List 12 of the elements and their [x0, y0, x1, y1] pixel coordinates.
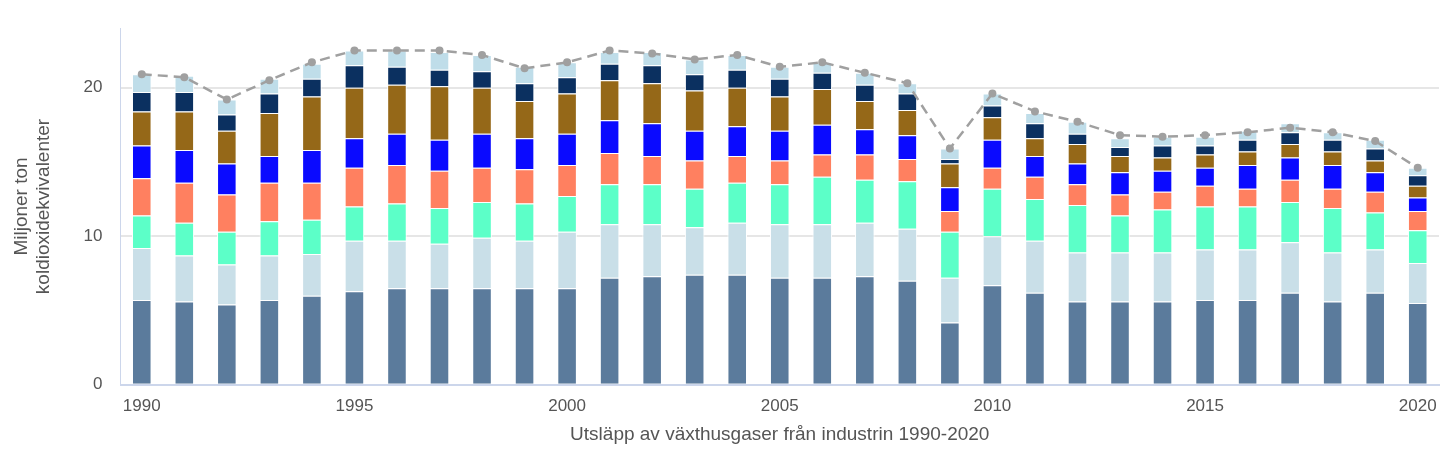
x-tick-label: 1990 — [122, 395, 161, 415]
y-tick-label: 20 — [83, 77, 103, 97]
y-axis-title: Miljoner ton koldioxidekvivalenter — [9, 118, 54, 295]
x-tick-label: 2000 — [548, 395, 587, 415]
y-tick-label: 10 — [83, 225, 103, 245]
x-tick-label: 2010 — [973, 395, 1012, 415]
x-tick-label: 2005 — [760, 395, 799, 415]
x-tick-label: 2020 — [1398, 395, 1437, 415]
y-tick-label: 0 — [93, 374, 103, 394]
x-axis-title: Utsläpp av växthusgaser från industrin 1990-2020 — [570, 422, 990, 444]
x-tick-label: 2015 — [1186, 395, 1224, 415]
x-tick-label: 1995 — [335, 395, 374, 415]
